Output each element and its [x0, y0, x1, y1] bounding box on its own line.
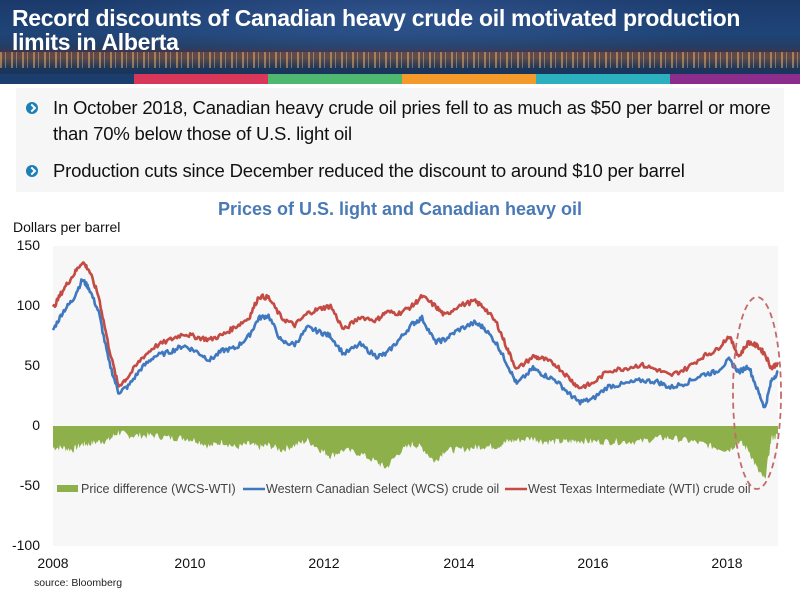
x-tick-label: 2016	[577, 555, 609, 571]
y-tick-label: 50	[24, 357, 40, 373]
x-tick-label: 2008	[37, 555, 69, 571]
bullet-text: In October 2018, Canadian heavy crude oi…	[53, 97, 771, 144]
slide-title: Record discounts of Canadian heavy crude…	[12, 5, 741, 55]
source-note: source: Bloomberg	[34, 577, 123, 589]
highlight-ellipse-annotation	[732, 296, 782, 490]
bullet-item: Production cuts since December reduced t…	[26, 158, 776, 184]
bullet-list: In October 2018, Canadian heavy crude oi…	[16, 88, 784, 192]
city-lights-decoration	[0, 52, 800, 68]
legend-label-wcs: Western Canadian Select (WCS) crude oil	[266, 482, 499, 496]
y-tick-label: 0	[32, 417, 40, 433]
chevron-circle-icon	[26, 102, 38, 114]
series-area-price-difference	[53, 426, 778, 480]
bullet-text: Production cuts since December reduced t…	[53, 160, 685, 181]
legend-swatch-price-difference	[57, 485, 78, 492]
y-axis-label: Dollars per barrel	[13, 219, 121, 235]
header-banner: Record discounts of Canadian heavy crude…	[0, 0, 800, 74]
x-tick-label: 2012	[308, 555, 340, 571]
color-bar-1	[0, 74, 134, 84]
color-bar-3	[268, 74, 402, 84]
chart-title: Prices of U.S. light and Canadian heavy …	[217, 199, 583, 219]
y-tick-label: 100	[16, 297, 40, 313]
legend: Price difference (WCS-WTI) Western Canad…	[57, 482, 751, 496]
x-tick-label: 2014	[443, 555, 475, 571]
chevron-circle-icon	[26, 165, 38, 177]
x-tick-label: 2010	[174, 555, 206, 571]
legend-label-wti: West Texas Intermediate (WTI) crude oil	[528, 482, 751, 496]
bullet-item: In October 2018, Canadian heavy crude oi…	[26, 95, 776, 147]
color-bar-5	[536, 74, 670, 84]
y-tick-label: 150	[16, 237, 40, 253]
color-bar-6	[670, 74, 800, 84]
y-tick-label: -100	[11, 537, 40, 553]
series-line-wcs	[51, 278, 779, 409]
series-line-wti	[51, 261, 780, 390]
color-bar-4	[402, 74, 536, 84]
plot-area	[53, 246, 778, 546]
y-tick-label: -50	[19, 477, 40, 493]
color-bar-2	[134, 74, 268, 84]
legend-label-price-difference: Price difference (WCS-WTI)	[81, 482, 236, 496]
x-tick-label: 2018	[711, 555, 743, 571]
